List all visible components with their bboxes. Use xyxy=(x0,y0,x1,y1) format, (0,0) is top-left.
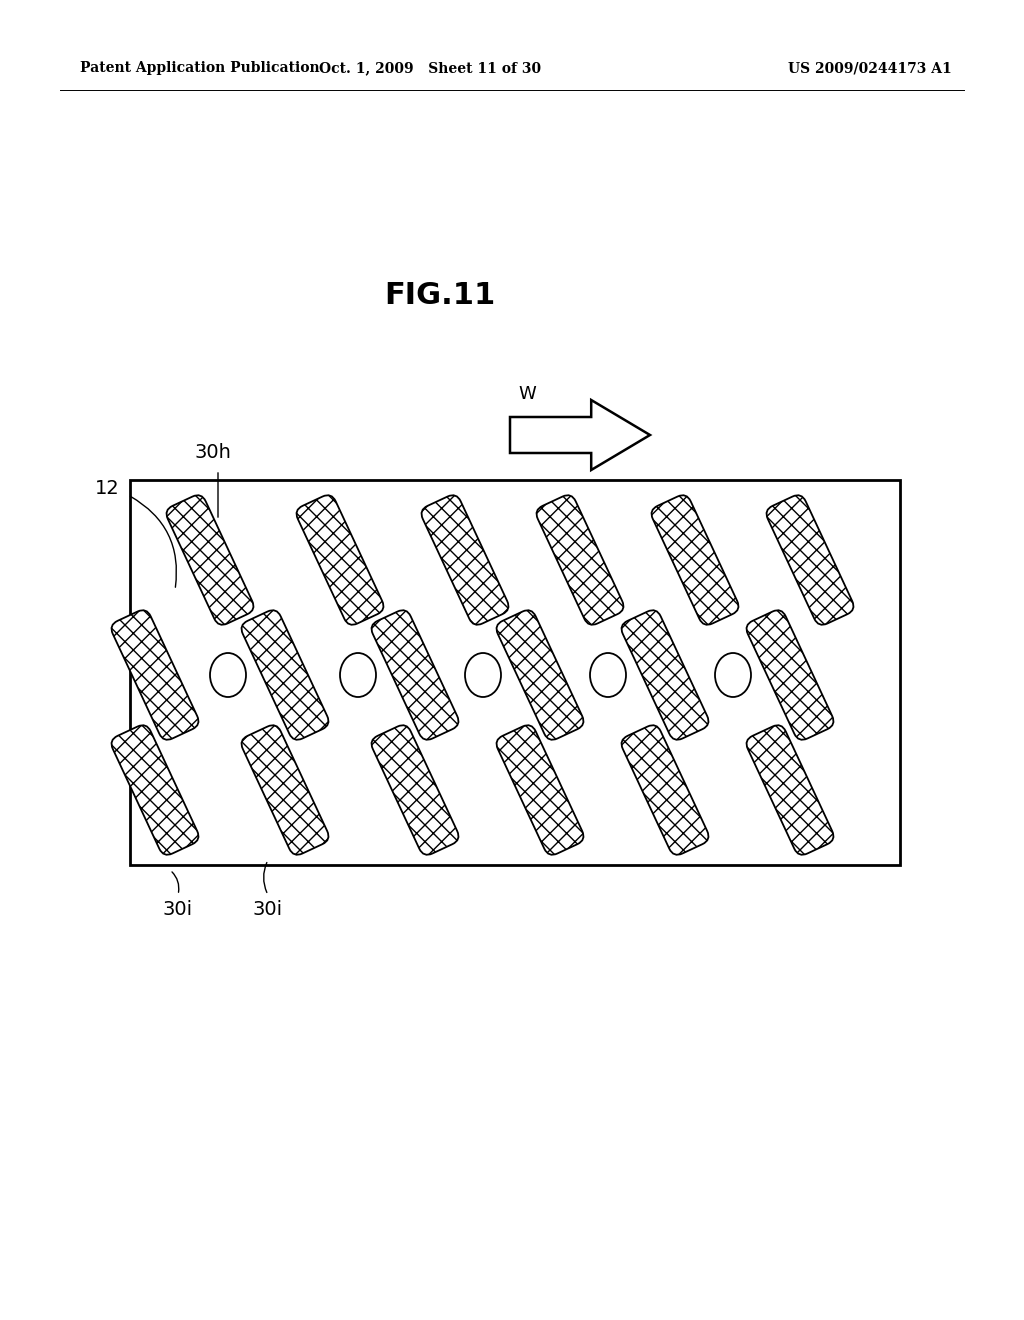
Text: W: W xyxy=(518,385,536,403)
Text: 30i: 30i xyxy=(163,900,194,919)
FancyBboxPatch shape xyxy=(242,610,329,739)
Ellipse shape xyxy=(590,653,626,697)
Text: Oct. 1, 2009   Sheet 11 of 30: Oct. 1, 2009 Sheet 11 of 30 xyxy=(318,61,541,75)
FancyBboxPatch shape xyxy=(372,725,459,855)
Ellipse shape xyxy=(715,653,751,697)
Text: 12: 12 xyxy=(95,479,120,498)
Ellipse shape xyxy=(340,653,376,697)
FancyBboxPatch shape xyxy=(242,725,329,855)
FancyBboxPatch shape xyxy=(497,725,584,855)
FancyBboxPatch shape xyxy=(767,495,854,624)
FancyBboxPatch shape xyxy=(746,610,834,739)
Text: Patent Application Publication: Patent Application Publication xyxy=(80,61,319,75)
FancyBboxPatch shape xyxy=(622,725,709,855)
FancyBboxPatch shape xyxy=(112,610,199,739)
Text: US 2009/0244173 A1: US 2009/0244173 A1 xyxy=(788,61,952,75)
FancyBboxPatch shape xyxy=(537,495,624,624)
FancyBboxPatch shape xyxy=(746,725,834,855)
FancyBboxPatch shape xyxy=(297,495,384,624)
Text: FIG.11: FIG.11 xyxy=(384,281,496,309)
Text: 30h: 30h xyxy=(195,444,231,462)
FancyBboxPatch shape xyxy=(422,495,509,624)
FancyBboxPatch shape xyxy=(372,610,459,739)
FancyBboxPatch shape xyxy=(112,725,199,855)
FancyBboxPatch shape xyxy=(497,610,584,739)
Bar xyxy=(130,480,900,865)
Text: 30i: 30i xyxy=(253,900,283,919)
FancyBboxPatch shape xyxy=(622,610,709,739)
FancyBboxPatch shape xyxy=(167,495,254,624)
Polygon shape xyxy=(510,400,650,470)
Ellipse shape xyxy=(210,653,246,697)
Ellipse shape xyxy=(465,653,501,697)
FancyBboxPatch shape xyxy=(651,495,738,624)
